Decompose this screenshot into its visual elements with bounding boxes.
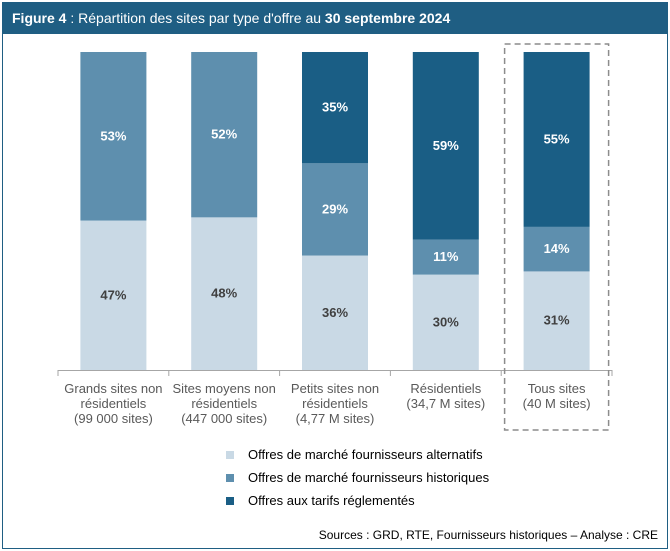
bar-segment-2-5: [523, 226, 590, 272]
bar-segment-2-2: [191, 52, 258, 218]
bar-segment-1-5: [523, 271, 590, 370]
bar-segment-3-3: [302, 52, 368, 164]
source-note: Sources : GRD, RTE, Fournisseurs histori…: [318, 528, 658, 542]
category-label-2-line-3: (447 000 sites): [181, 411, 267, 426]
bar-segment-2-1: [80, 52, 147, 221]
legend-label-historiques: Offres de marché fournisseurs historique…: [248, 470, 490, 485]
category-label-5-line-2: (40 M sites): [523, 396, 591, 411]
category-label-5-line-1: Tous sites: [528, 381, 586, 396]
data-label-1-4: 30%: [433, 314, 459, 329]
data-label-1-1: 47%: [100, 287, 126, 302]
category-label-4-line-2: (34,7 M sites): [406, 396, 485, 411]
bar-segment-3-4: [412, 52, 479, 240]
figure-title-text: : Répartition des sites par type d'offre…: [66, 10, 325, 26]
bar-segment-1-1: [80, 220, 147, 370]
legend-label-reglementes: Offres aux tarifs réglementés: [248, 493, 415, 508]
legend-label-alternatifs: Offres de marché fournisseurs alternatif…: [248, 447, 483, 462]
bar-segment-2-3: [302, 163, 368, 256]
bar-segment-1-2: [191, 217, 258, 370]
bar-segment-2-4: [412, 239, 479, 275]
data-label-2-5: 14%: [544, 241, 570, 256]
data-label-1-3: 36%: [322, 305, 348, 320]
data-label-1-5: 31%: [544, 313, 570, 328]
data-label-2-3: 29%: [322, 201, 348, 216]
category-label-1-line-3: (99 000 sites): [74, 411, 153, 426]
data-label-2-1: 53%: [100, 128, 126, 143]
category-label-1-line-1: Grands sites non: [64, 381, 162, 396]
legend-swatch-reglementes: [226, 497, 234, 505]
bar-segment-1-4: [412, 274, 479, 370]
data-label-2-2: 52%: [211, 127, 237, 142]
category-label-4-line-1: Résidentiels: [410, 381, 481, 396]
figure-title-date: 30 septembre 2024: [324, 10, 451, 26]
legend-swatch-alternatifs: [226, 451, 234, 459]
category-label-3-line-2: résidentiels: [302, 396, 368, 411]
category-label-1-line-2: résidentiels: [81, 396, 147, 411]
figure-title: Figure 4 : Répartition des sites par typ…: [2, 2, 668, 34]
data-label-2-4: 11%: [433, 249, 459, 264]
category-label-2-line-2: résidentiels: [191, 396, 257, 411]
data-label-1-2: 48%: [211, 286, 237, 301]
category-label-3-line-1: Petits sites non: [291, 381, 379, 396]
bar-segment-1-3: [302, 255, 368, 370]
category-label-2-line-1: Sites moyens non: [173, 381, 276, 396]
legend-swatch-historiques: [226, 474, 234, 482]
highlight-box: [503, 43, 610, 431]
figure-label: Figure 4: [12, 10, 67, 26]
data-label-3-3: 35%: [322, 100, 348, 115]
data-label-3-5: 55%: [544, 131, 570, 146]
category-label-3-line-3: (4,77 M sites): [296, 411, 375, 426]
bar-segment-3-5: [523, 52, 590, 227]
data-label-3-4: 59%: [433, 138, 459, 153]
